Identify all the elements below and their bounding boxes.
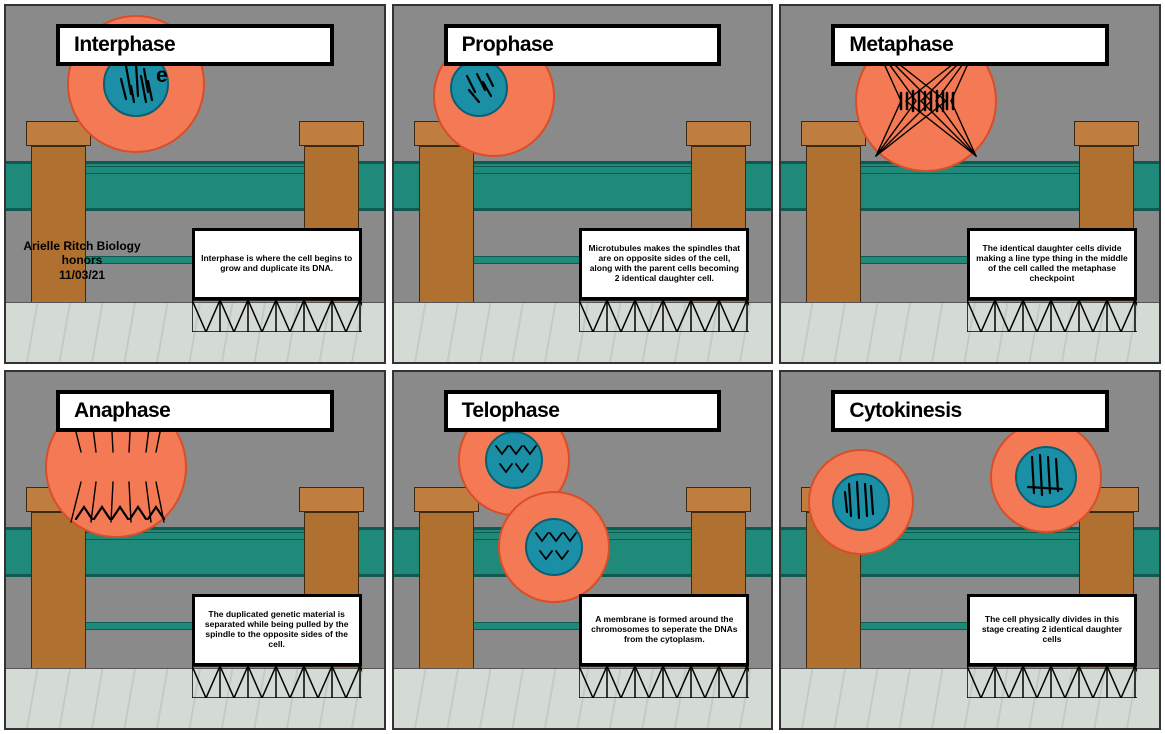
billboard-truss — [967, 666, 1137, 698]
title-box: Prophase — [444, 24, 722, 66]
panel-desc: A membrane is formed around the chromoso… — [588, 615, 740, 644]
billboard-truss — [192, 300, 362, 332]
panel-desc: The identical daughter cells divide maki… — [976, 244, 1128, 283]
desc-box: The identical daughter cells divide maki… — [967, 228, 1137, 300]
desc-box: Microtubules makes the spindles that are… — [579, 228, 749, 300]
panel-title: Anaphase — [74, 399, 170, 423]
title-box: Interphase — [56, 24, 334, 66]
billboard-truss — [967, 300, 1137, 332]
desc-box: Interphase is where the cell begins to g… — [192, 228, 362, 300]
desc-box: The duplicated genetic material is separ… — [192, 594, 362, 666]
billboard-truss — [579, 666, 749, 698]
panel-title: Cytokinesis — [849, 399, 961, 423]
panel-title: Metaphase — [849, 33, 953, 57]
credit-text: Arielle Ritch Biologyhonors11/03/21 — [12, 239, 152, 282]
panel-title: Prophase — [462, 33, 554, 57]
panel-desc: Microtubules makes the spindles that are… — [588, 244, 740, 283]
panel-metaphase: Metaphase The identical daughter cells di… — [779, 4, 1161, 364]
title-box: Anaphase — [56, 390, 334, 432]
title-box: Cytokinesis — [831, 390, 1109, 432]
title-box: Metaphase — [831, 24, 1109, 66]
billboard-truss — [579, 300, 749, 332]
panel-interphase: Interphase e Interphase is where the cell … — [4, 4, 386, 364]
panel-telophase: Telophase A membrane is formed around the… — [392, 370, 774, 730]
panel-title: Telophase — [462, 399, 560, 423]
desc-box: The cell physically divides in this stag… — [967, 594, 1137, 666]
panel-desc: Interphase is where the cell begins to g… — [201, 254, 353, 274]
panel-desc: The cell physically divides in this stag… — [976, 615, 1128, 644]
storyboard-grid: Interphase e Interphase is where the cell … — [0, 0, 1165, 734]
panel-anaphase: Anaphase The duplicated genetic material … — [4, 370, 386, 730]
title-box: Telophase — [444, 390, 722, 432]
title-overflow: e — [156, 64, 168, 88]
billboard-truss — [192, 666, 362, 698]
desc-box: A membrane is formed around the chromoso… — [579, 594, 749, 666]
panel-title: Interphase — [74, 33, 175, 57]
panel-cytokinesis: Cytokinesis The cell physically divides i… — [779, 370, 1161, 730]
panel-desc: The duplicated genetic material is separ… — [201, 610, 353, 649]
panel-prophase: Prophase Microtubules makes the spindles … — [392, 4, 774, 364]
